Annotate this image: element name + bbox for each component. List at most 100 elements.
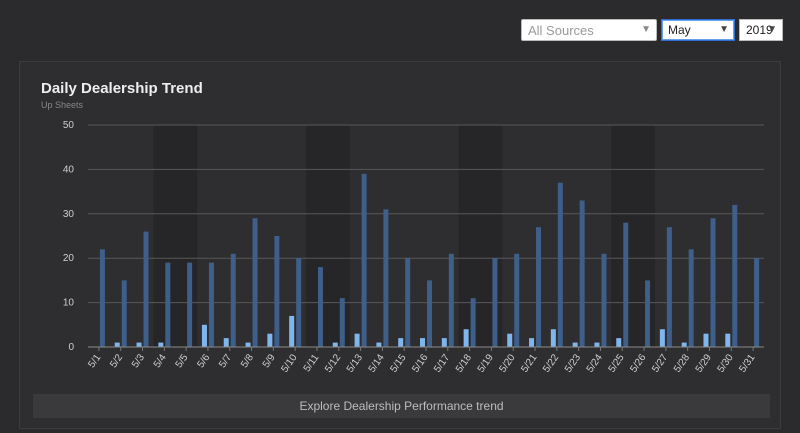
x-tick-label: 5/3 xyxy=(130,352,147,370)
bar-secondary xyxy=(529,338,535,347)
x-tick-label: 5/24 xyxy=(585,352,605,375)
x-tick-label: 5/10 xyxy=(279,352,299,375)
bar-secondary xyxy=(332,342,338,347)
bar-secondary xyxy=(507,333,513,347)
chevron-down-icon: ▼ xyxy=(641,24,651,35)
bar-primary xyxy=(492,258,498,347)
bar-primary xyxy=(339,298,345,347)
chart-subtitle: Up Sheets xyxy=(41,100,84,110)
x-tick-label: 5/25 xyxy=(607,352,627,375)
bar-secondary xyxy=(550,329,556,347)
bar-primary xyxy=(601,253,607,347)
bar-secondary xyxy=(158,342,164,347)
bar-secondary xyxy=(354,333,360,347)
y-tick-label: 50 xyxy=(63,120,75,131)
x-tick-label: 5/13 xyxy=(345,352,365,375)
explore-performance-button[interactable]: Explore Dealership Performance trend xyxy=(33,394,770,418)
x-tick-label: 5/21 xyxy=(519,352,539,375)
bar-primary xyxy=(623,222,629,347)
source-select-value: All Sources xyxy=(528,22,594,38)
bar-primary xyxy=(536,227,542,347)
x-tick-label: 5/16 xyxy=(410,352,430,375)
chevron-down-icon: ▼ xyxy=(719,24,729,35)
bar-secondary xyxy=(223,338,229,347)
x-tick-label: 5/17 xyxy=(432,352,452,375)
bar-secondary xyxy=(289,315,295,347)
y-tick-label: 40 xyxy=(63,164,75,175)
bar-secondary xyxy=(136,342,142,347)
bar-secondary xyxy=(420,338,425,347)
x-tick-label: 5/6 xyxy=(195,352,212,370)
bar-primary xyxy=(645,280,651,347)
x-tick-label: 5/15 xyxy=(388,352,408,375)
y-tick-label: 0 xyxy=(68,342,74,353)
x-tick-label: 5/12 xyxy=(323,352,343,375)
x-tick-label: 5/22 xyxy=(541,352,561,375)
month-select[interactable]: May ▼ xyxy=(661,19,735,41)
bar-primary xyxy=(274,236,280,347)
bar-secondary xyxy=(267,333,273,347)
bar-primary xyxy=(361,173,367,347)
bar-primary xyxy=(165,262,171,347)
bar-secondary xyxy=(245,342,251,347)
x-tick-label: 5/27 xyxy=(650,352,670,375)
bar-primary xyxy=(187,262,193,347)
chevron-down-icon: ▼ xyxy=(767,24,777,35)
x-tick-label: 5/1 xyxy=(86,352,103,370)
bar-primary xyxy=(427,280,432,347)
bar-primary xyxy=(754,258,760,347)
x-tick-label: 5/11 xyxy=(302,352,322,374)
bar-primary xyxy=(666,227,672,347)
bar-secondary xyxy=(463,329,469,347)
bar-secondary xyxy=(376,342,382,347)
x-tick-label: 5/20 xyxy=(498,352,518,375)
bar-secondary xyxy=(114,342,120,347)
bar-primary xyxy=(143,231,149,347)
bar-secondary xyxy=(441,338,447,347)
bar-primary xyxy=(383,209,389,347)
bar-primary xyxy=(448,253,454,347)
x-tick-label: 5/26 xyxy=(628,352,648,375)
x-tick-label: 5/2 xyxy=(108,352,125,370)
x-tick-label: 5/23 xyxy=(563,352,583,375)
chart-panel: Daily Dealership Trend Up Sheets 0 10 20 30… xyxy=(19,61,781,429)
bar-secondary xyxy=(201,324,207,347)
x-tick-label: 5/30 xyxy=(716,352,736,375)
bar-primary xyxy=(579,200,585,347)
bar-primary xyxy=(732,204,738,347)
bar-secondary xyxy=(703,333,709,347)
bar-secondary xyxy=(725,333,731,347)
y-tick-label: 20 xyxy=(63,253,75,264)
year-select[interactable]: 2019 ▼ xyxy=(739,19,783,41)
bar-primary xyxy=(252,218,258,347)
year-select-value: 2019 xyxy=(746,23,773,37)
bar-primary xyxy=(688,249,694,347)
bar-primary xyxy=(230,253,236,347)
x-tick-label: 5/4 xyxy=(152,352,169,370)
bar-primary xyxy=(557,182,563,347)
bar-secondary xyxy=(681,342,687,347)
x-tick-label: 5/28 xyxy=(672,352,692,375)
y-tick-label: 30 xyxy=(63,209,75,220)
bar-primary xyxy=(470,298,476,347)
x-tick-label: 5/7 xyxy=(217,352,234,370)
bar-primary xyxy=(208,262,214,347)
x-tick-label: 5/19 xyxy=(476,352,496,375)
y-tick-label: 10 xyxy=(63,298,75,309)
x-tick-label: 5/5 xyxy=(174,352,191,370)
x-tick-label: 5/9 xyxy=(261,352,278,370)
bar-secondary xyxy=(398,338,404,347)
bar-primary xyxy=(405,258,411,347)
bar-primary xyxy=(296,258,302,347)
x-tick-label: 5/29 xyxy=(694,352,714,375)
bar-secondary xyxy=(572,342,578,347)
toolbar: All Sources ▼ May ▼ 2019 ▼ xyxy=(0,19,800,43)
bar-primary xyxy=(121,280,127,347)
bar-primary xyxy=(317,267,323,347)
source-select[interactable]: All Sources ▼ xyxy=(521,19,657,41)
bar-primary xyxy=(710,218,716,347)
bar-secondary xyxy=(659,329,665,347)
x-tick-label: 5/18 xyxy=(454,352,474,375)
bar-secondary xyxy=(594,342,600,347)
